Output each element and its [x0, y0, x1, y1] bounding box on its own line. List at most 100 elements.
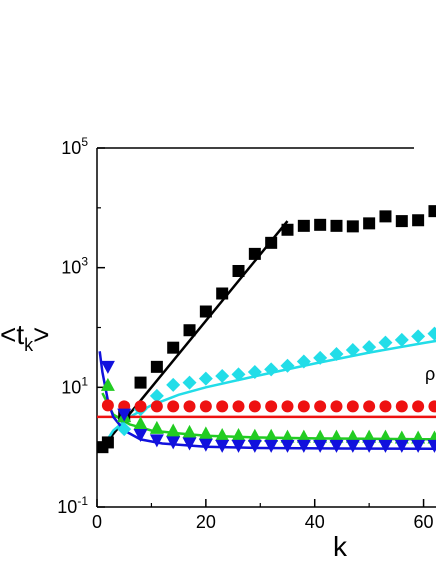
data-point-circle	[412, 400, 425, 413]
y-axis-title: <tk>	[0, 319, 50, 355]
y-tick-label: 101	[61, 374, 88, 397]
data-point-square	[363, 217, 376, 230]
data-point-triangle-up	[313, 429, 328, 443]
y-tick-label-base: 10	[57, 497, 77, 517]
data-point-triangle-down	[149, 434, 164, 448]
y-tick-label: 103	[61, 255, 88, 278]
y-axis-title-close: >	[33, 319, 49, 350]
data-point-diamond	[411, 329, 426, 344]
data-point-circle	[216, 400, 229, 413]
data-point-square	[167, 341, 180, 354]
data-point-triangle-up	[247, 428, 262, 442]
data-point-circle	[265, 400, 278, 413]
data-point-square	[297, 219, 310, 232]
data-point-diamond	[166, 377, 181, 392]
data-point-square	[101, 436, 114, 449]
data-point-triangle-up	[378, 429, 393, 443]
data-point-square	[379, 210, 392, 223]
data-point-triangle-down	[182, 437, 197, 451]
y-tick-label: 10-1	[57, 494, 88, 517]
data-point-diamond	[198, 371, 213, 386]
x-tick-label-60: 60	[414, 512, 434, 532]
data-point-triangle-up	[149, 420, 164, 434]
data-point-circle	[134, 400, 147, 413]
data-point-diamond	[427, 326, 436, 341]
data-point-diamond	[215, 368, 230, 383]
y-tick-label-exponent: 3	[81, 255, 88, 269]
data-point-diamond	[329, 347, 344, 362]
data-point-square	[346, 220, 359, 233]
data-point-diamond	[149, 388, 164, 403]
data-point-circle	[379, 400, 392, 413]
data-point-circle	[363, 400, 376, 413]
data-point-triangle-up	[280, 429, 295, 443]
data-point-square	[150, 360, 163, 373]
data-point-diamond	[378, 335, 393, 350]
data-point-square	[412, 214, 425, 227]
data-point-diamond	[280, 358, 295, 373]
data-point-square	[281, 223, 294, 236]
data-point-diamond	[296, 354, 311, 369]
data-point-square	[216, 287, 229, 300]
data-point-circle	[281, 400, 294, 413]
data-point-triangle-down	[427, 439, 436, 453]
data-point-circle	[330, 400, 343, 413]
data-point-triangle-up	[166, 423, 181, 437]
rho-annotation: ρ	[425, 364, 435, 384]
data-point-circle	[150, 400, 163, 413]
x-tick-label-20: 20	[196, 512, 216, 532]
y-tick-label-exponent: 5	[81, 135, 88, 149]
y-tick-label-exponent: -1	[77, 494, 88, 508]
y-tick-label-base: 10	[61, 377, 81, 397]
x-axis-title: k	[333, 531, 348, 562]
y-axis-title-sub: k	[24, 335, 34, 355]
y-tick-label-exponent: 1	[81, 374, 88, 388]
data-point-triangle-down	[378, 439, 393, 453]
y-axis-title-main: <t	[0, 319, 24, 350]
data-point-diamond	[247, 365, 262, 380]
data-point-triangle-down	[411, 439, 426, 453]
data-point-triangle-up	[100, 377, 115, 391]
plot-area	[96, 147, 436, 508]
data-point-triangle-up	[296, 429, 311, 443]
data-point-square	[314, 218, 327, 231]
data-point-triangle-down	[345, 439, 360, 453]
data-point-triangle-down	[329, 439, 344, 453]
data-point-circle	[428, 400, 436, 413]
data-point-circle	[395, 400, 408, 413]
axis-ticks	[96, 147, 425, 508]
data-point-triangle-down	[247, 439, 262, 453]
x-tick-label-0: 0	[92, 512, 102, 532]
data-point-square	[183, 324, 196, 337]
data-point-triangle-down	[296, 439, 311, 453]
y-tick-label-base: 10	[61, 138, 81, 158]
data-point-square	[330, 219, 343, 232]
data-point-circle	[183, 400, 196, 413]
data-point-circle	[248, 400, 261, 413]
data-point-diamond	[394, 332, 409, 347]
y-tick-label-base: 10	[61, 258, 81, 278]
data-point-circle	[101, 399, 114, 412]
data-point-triangle-down	[100, 360, 115, 374]
data-point-diamond	[231, 367, 246, 382]
data-point-triangle-up	[362, 429, 377, 443]
data-point-square	[134, 376, 147, 389]
data-point-triangle-up	[215, 427, 230, 441]
data-point-triangle-down	[362, 439, 377, 453]
data-point-circle	[167, 400, 180, 413]
data-point-circle	[346, 400, 359, 413]
data-point-square	[199, 305, 212, 318]
data-markers	[97, 205, 436, 454]
data-point-triangle-down	[133, 428, 148, 442]
data-point-triangle-down	[198, 438, 213, 452]
data-point-circle	[232, 400, 245, 413]
data-point-triangle-down	[280, 439, 295, 453]
data-point-square	[232, 264, 245, 277]
data-point-diamond	[182, 375, 197, 390]
data-point-diamond	[117, 422, 132, 437]
data-point-triangle-down	[117, 408, 132, 422]
y-tick-label: 105	[61, 135, 88, 158]
data-point-circle	[199, 400, 212, 413]
